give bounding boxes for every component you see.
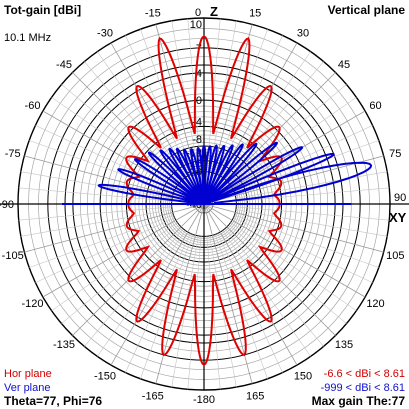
grid-spoke xyxy=(72,203,205,336)
angle-tick-label: -60 xyxy=(25,100,41,112)
grid-spoke xyxy=(203,203,384,253)
grid-spoke xyxy=(18,206,172,221)
radial-tick-label: -4 xyxy=(192,117,202,129)
angle-tick-label: 60 xyxy=(369,100,381,112)
grid-spoke xyxy=(35,217,175,283)
grid-spoke xyxy=(224,61,324,180)
grid-spoke xyxy=(236,206,390,221)
angle-tick-label: 30 xyxy=(297,28,309,40)
legend-ver-label: Ver plane xyxy=(4,382,50,394)
xy-axis-label: XY xyxy=(389,210,407,225)
grid-spoke xyxy=(61,224,180,324)
angle-tick-label: -75 xyxy=(5,148,21,160)
series-ver-plane xyxy=(97,141,373,205)
angle-tick-label: 150 xyxy=(294,371,312,383)
radial-tick-label: 10 xyxy=(190,19,202,31)
angle-tick-label: 120 xyxy=(366,298,384,310)
grid-spoke xyxy=(217,233,283,373)
grid-spoke xyxy=(230,222,357,311)
series-hor-plane xyxy=(125,35,283,367)
angle-tick-label: 90 xyxy=(394,192,406,204)
grid-spoke xyxy=(20,171,173,199)
grid-spoke xyxy=(171,235,199,388)
grid-spoke xyxy=(209,235,237,388)
angle-tick-label: -150 xyxy=(94,371,116,383)
grid-spoke xyxy=(51,222,178,311)
angle-tick-label: 75 xyxy=(389,148,401,160)
grid-spoke xyxy=(228,224,347,324)
legend-hor-range: -6.6 < dBi < 8.61 xyxy=(324,368,405,380)
radial-tick-label: 0 xyxy=(196,95,202,107)
angle-tick-labels: 0 153045607590105120135150165-180-165-150… xyxy=(0,7,406,406)
angle-tick-label: -120 xyxy=(21,298,43,310)
angle-tick-label: -105 xyxy=(2,250,24,262)
grid-spoke xyxy=(236,187,390,202)
grid-spoke xyxy=(203,203,298,366)
grid-spoke xyxy=(42,203,205,298)
radial-tick-label: -8 xyxy=(192,134,202,146)
grid-spoke xyxy=(24,155,205,205)
grid-spoke xyxy=(84,228,184,347)
grid-spoke xyxy=(203,203,366,298)
legend-hor-label: Hor plane xyxy=(4,368,52,380)
grid-spoke xyxy=(206,236,221,390)
angle-tick-label: -30 xyxy=(97,28,113,40)
pattern-traces xyxy=(62,35,373,367)
angle-tick-label: 135 xyxy=(335,339,353,351)
grid-spoke xyxy=(222,230,311,357)
angle-tick-label: -45 xyxy=(56,59,72,71)
z-axis-label: Z xyxy=(210,4,218,19)
grid-spoke xyxy=(61,84,180,184)
chart-title: Tot-gain [dBi] xyxy=(4,3,81,17)
angle-tick-label: -165 xyxy=(142,390,164,402)
angle-tick-label: 165 xyxy=(246,390,264,402)
grid-spoke xyxy=(233,125,373,191)
grid-spoke xyxy=(125,233,191,373)
grid-spoke xyxy=(18,187,172,202)
angle-tick-label: -180 xyxy=(193,394,215,406)
grid-spoke xyxy=(234,214,379,268)
grid-spoke xyxy=(203,203,336,336)
legend-ver-range: -999 < dBi < 8.61 xyxy=(321,382,405,394)
grid-spoke xyxy=(233,217,373,283)
theta-phi-readout: Theta=77, Phi=76 xyxy=(4,394,102,408)
grid-spoke xyxy=(24,203,205,253)
angle-tick-label: 0 xyxy=(195,7,201,19)
angle-tick-label: -15 xyxy=(145,8,161,20)
grid-spoke xyxy=(224,228,324,347)
grid-spoke xyxy=(235,171,388,199)
grid-spoke xyxy=(97,230,186,357)
plane-label: Vertical plane xyxy=(328,3,406,17)
grid-spoke xyxy=(29,214,174,268)
grid-spoke xyxy=(230,97,357,186)
angle-tick-label: -90 xyxy=(0,199,14,211)
grid-spoke xyxy=(140,234,194,379)
grid-spoke xyxy=(235,209,388,237)
grid-spoke xyxy=(214,234,268,379)
grid-spoke xyxy=(187,236,202,390)
radial-tick-label: 4 xyxy=(196,68,202,80)
grid-spoke xyxy=(203,110,366,205)
grid-spoke xyxy=(110,203,205,366)
angle-tick-label: -135 xyxy=(53,339,75,351)
grid-spoke xyxy=(228,84,347,184)
angle-tick-label: 15 xyxy=(249,8,261,20)
max-gain-readout: Max gain The:77 xyxy=(312,394,406,408)
angle-tick-label: 45 xyxy=(338,59,350,71)
grid-spoke xyxy=(20,209,173,237)
frequency-label: 10.1 MHz xyxy=(4,32,51,44)
angle-tick-label: 105 xyxy=(386,250,404,262)
grid-spoke xyxy=(97,51,186,178)
